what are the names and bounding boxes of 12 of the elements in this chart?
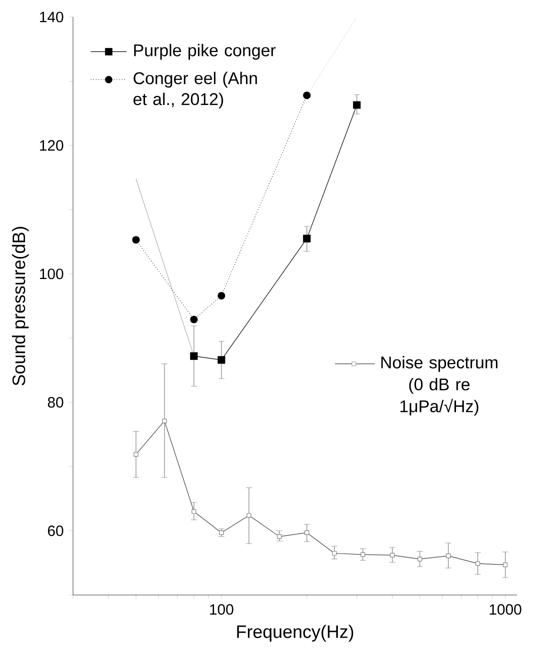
legend-label: Noise spectrum (0 dB re 1μPa/√Hz) [381, 356, 498, 416]
y-tick-label: 80 [48, 397, 64, 408]
x-tick-label: 1000 [490, 604, 522, 615]
legend-label: Purple pike conger [134, 44, 276, 60]
y-tick-label: 120 [40, 140, 64, 151]
y-axis-title: Sound pressure(dB) [12, 226, 29, 386]
y-tick-label: 100 [40, 268, 64, 280]
y-tick-label: 60 [48, 525, 64, 536]
y-tick-label: 140 [40, 12, 64, 22]
point [132, 236, 140, 244]
x-axis-title: Frequency(Hz) [237, 624, 354, 642]
legend-label: Conger eel (Ahn et al., 2012) [134, 72, 257, 108]
